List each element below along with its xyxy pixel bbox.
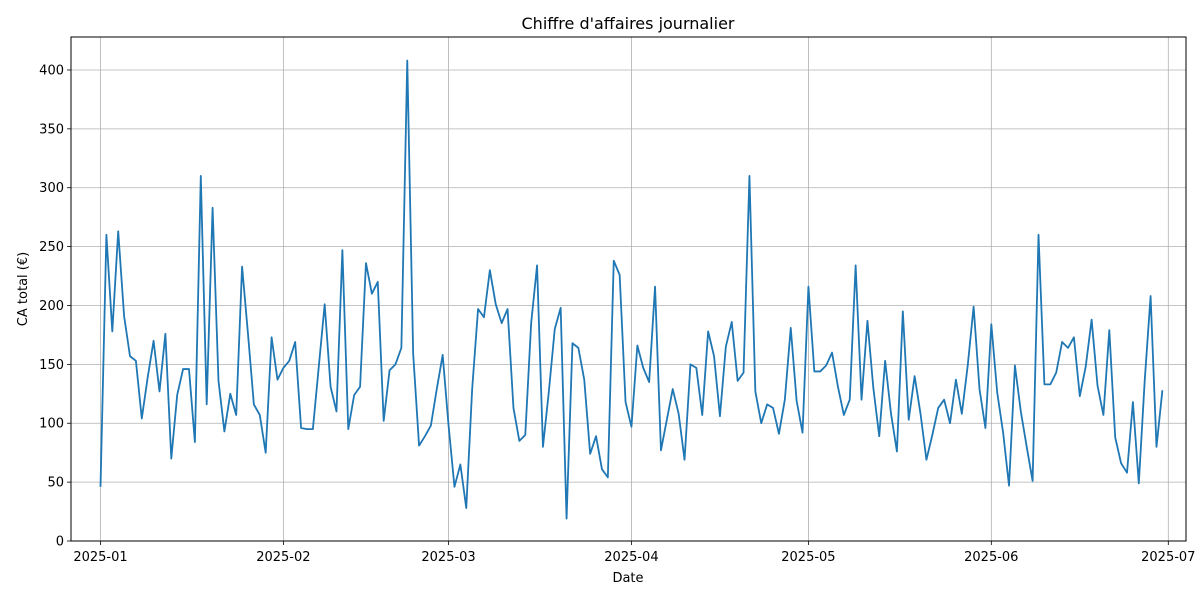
y-tick-label: 0 (56, 535, 64, 550)
series-layer (99, 59, 1164, 520)
x-tick-label: 2025-03 (421, 550, 475, 565)
x-tick-label: 2025-06 (964, 550, 1018, 565)
y-tick-label: 300 (39, 181, 64, 196)
x-tick-label: 2025-05 (781, 550, 835, 565)
y-tick-label: 250 (39, 240, 64, 255)
x-tick-label: 2025-07 (1141, 550, 1195, 565)
x-axis-title: Date (612, 571, 643, 586)
x-tick-label: 2025-02 (256, 550, 310, 565)
y-tick-label: 50 (47, 476, 64, 491)
y-tick-label: 400 (39, 63, 64, 78)
y-tick-label: 100 (39, 417, 64, 432)
x-tick-label: 2025-04 (604, 550, 658, 565)
chart-title: Chiffre d'affaires journalier (522, 14, 735, 33)
x-axis: 2025-01 2025-02 2025-03 2025-04 2025-05 2025-… (73, 541, 1195, 565)
series-line (99, 59, 1164, 520)
y-tick-label: 350 (39, 122, 64, 137)
y-axis: 0 50 100 150 200 250 300 350 400 (39, 63, 71, 550)
y-tick-label: 200 (39, 299, 64, 314)
y-axis-title: CA total (€) (16, 252, 31, 326)
x-tick-label: 2025-01 (73, 550, 127, 565)
y-tick-label: 150 (39, 358, 64, 373)
plot-frame (70, 36, 1187, 542)
